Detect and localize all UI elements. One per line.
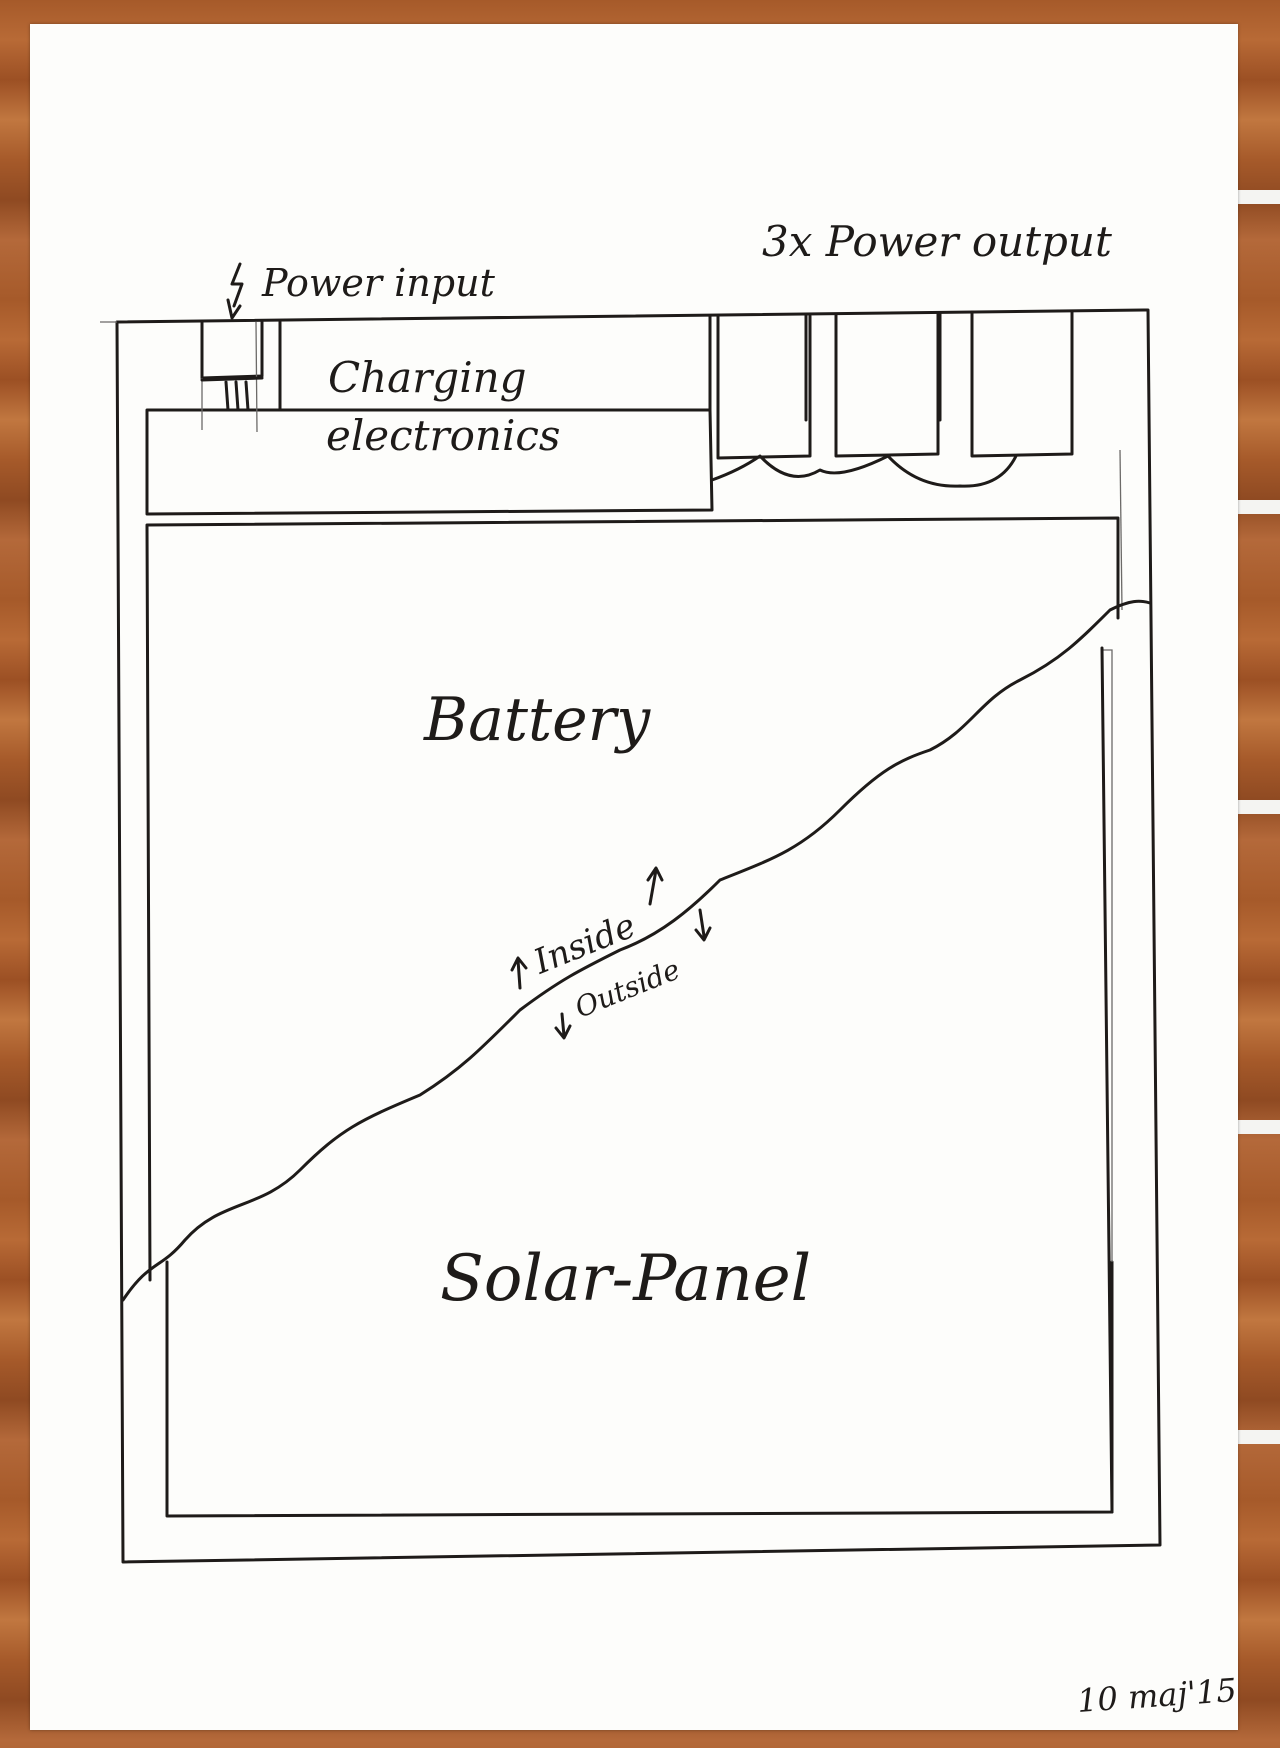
- battery-label: Battery: [423, 685, 651, 755]
- power-output-socket-3: [938, 310, 1074, 458]
- charging-electronics-label-line2: electronics: [326, 411, 560, 460]
- inside-arrow-up-icon: [510, 866, 664, 990]
- power-output-label: 3x Power output: [762, 217, 1112, 266]
- battery-box: [145, 516, 1120, 1282]
- power-input-pins: [200, 376, 264, 412]
- power-input-connector: [200, 320, 264, 380]
- signature: 10 maj'15: [1076, 1671, 1238, 1720]
- power-output-socket-1: [716, 314, 812, 460]
- solar-panel-frame-right-upper: [1102, 649, 1113, 1262]
- outside-arrow-down-icon: [554, 908, 712, 1040]
- charging-electronics-board: [145, 408, 714, 516]
- solar-panel-frame-right: [1100, 646, 1114, 1514]
- battery-box-right-edge: [1119, 449, 1123, 611]
- charging-electronics-top: [278, 314, 712, 412]
- solar-panel-label: Solar-Panel: [440, 1242, 811, 1316]
- cut-line: [121, 599, 1152, 1302]
- outer-enclosure: [115, 308, 1162, 1564]
- lightning-bolt-icon: [226, 262, 244, 320]
- power-output-socket-2: [804, 312, 940, 458]
- charging-electronics-label-line1: Charging: [328, 353, 527, 402]
- power-input-label: Power input: [261, 261, 496, 305]
- output-wiring: [710, 454, 1018, 488]
